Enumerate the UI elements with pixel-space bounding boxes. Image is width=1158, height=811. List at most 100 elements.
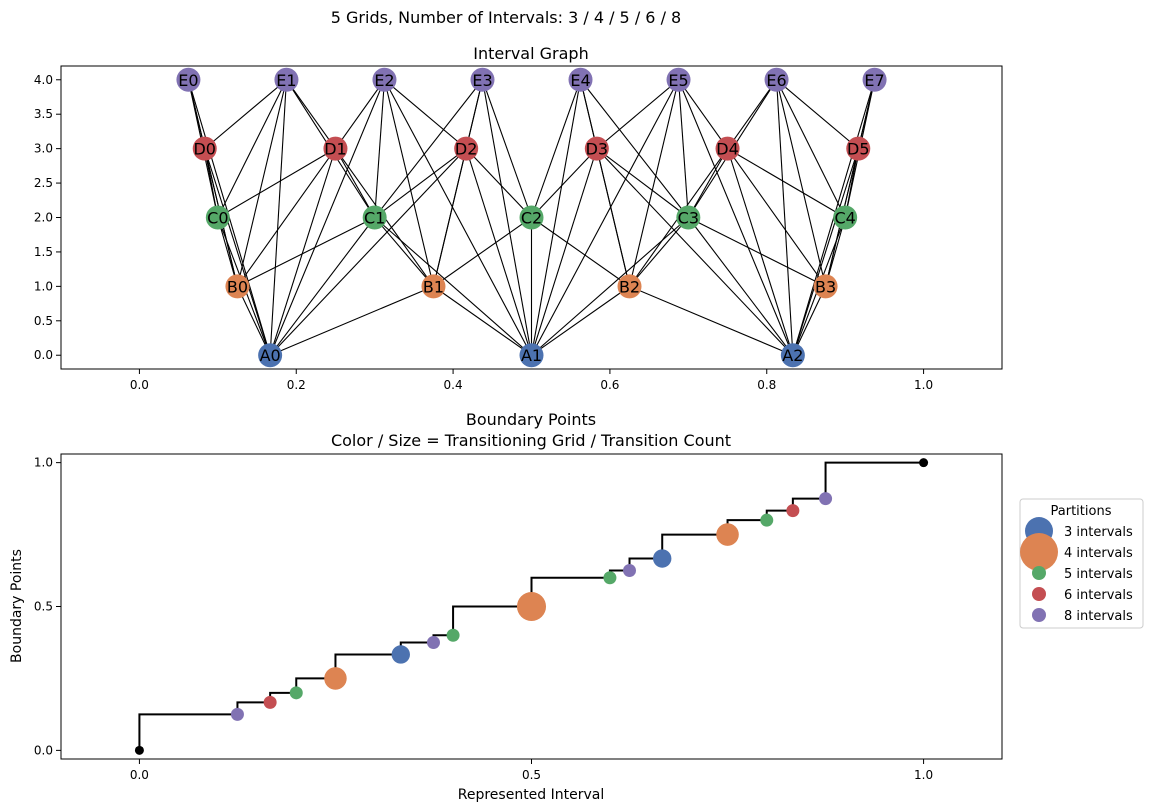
graph-edge-D1-E1 — [285, 79, 336, 149]
graph-node-label-C2: C2 — [521, 209, 542, 228]
boundary-point — [134, 745, 144, 755]
graph-edge-A0-C1 — [269, 217, 376, 356]
graph-edge-C1-E3 — [374, 79, 483, 218]
graph-edge-A2-C3 — [687, 217, 794, 356]
graph-edge-A1-E3 — [481, 79, 533, 356]
interval-graph-chart: Interval Graph A0 A1 A2 B0 B1 B2 B3 C0 C1 C2 C3 C4 D… — [34, 44, 1003, 392]
graph-edges — [187, 79, 876, 356]
boundary-points-x-ticks: 0.0 0.5 1.0 — [130, 759, 933, 782]
graph-edge-A1-E5 — [531, 79, 680, 356]
x-tick-label: 1.0 — [914, 768, 933, 782]
boundary-point — [426, 635, 440, 649]
graph-edge-C1-D2 — [374, 148, 467, 218]
legend-label: 3 intervals — [1064, 525, 1133, 540]
graph-edge-C4-D4 — [727, 148, 846, 218]
y-tick-label: 2.5 — [34, 176, 53, 190]
graph-node-D3 — [584, 136, 609, 161]
graph-edge-B2-C3 — [629, 217, 689, 287]
x-tick-label: 1.0 — [914, 378, 933, 392]
boundary-point — [716, 523, 739, 546]
graph-node-label-E2: E2 — [374, 71, 394, 90]
x-tick-label: 0.5 — [522, 768, 541, 782]
interval-graph-title: Interval Graph — [473, 44, 588, 63]
graph-edge-C3-E4 — [580, 79, 689, 218]
legend-marker-E — [1032, 608, 1046, 622]
boundary-points — [134, 458, 929, 755]
graph-node-label-C4: C4 — [834, 209, 855, 228]
boundary-point — [516, 591, 547, 622]
graph-node-E3 — [470, 67, 495, 92]
graph-edge-A2-E6 — [776, 79, 794, 356]
boundary-point — [391, 645, 410, 664]
graph-edge-A0-E2 — [269, 79, 385, 356]
graph-node-E6 — [764, 67, 789, 92]
boundary-point — [760, 513, 774, 527]
graph-edge-D1-E2 — [335, 79, 385, 149]
graph-node-label-D3: D3 — [586, 140, 609, 159]
graph-node-label-E6: E6 — [766, 71, 786, 90]
graph-edge-B1-E2 — [383, 79, 435, 287]
y-tick-label: 1.0 — [34, 456, 53, 470]
graph-node-E7 — [862, 67, 887, 92]
x-tick-label: 0.0 — [130, 378, 149, 392]
graph-edge-A2-D5 — [792, 148, 859, 356]
graph-edge-D2-E2 — [384, 79, 467, 150]
graph-node-label-D2: D2 — [455, 140, 478, 159]
legend-label: 5 intervals — [1064, 567, 1133, 582]
graph-node-label-C3: C3 — [678, 209, 699, 228]
graph-nodes: A0 A1 A2 B0 B1 B2 B3 C0 C1 C2 C3 C4 D0 D1 D2 D3 D4 D5 E0 E1… — [176, 67, 887, 368]
graph-node-C2 — [519, 205, 544, 230]
graph-edge-A2-E5 — [678, 79, 794, 356]
graph-node-B3 — [813, 274, 838, 299]
legend-marker-B — [1020, 533, 1058, 571]
graph-node-label-C1: C1 — [364, 209, 385, 228]
graph-edge-D5-E6 — [776, 79, 859, 150]
graph-node-label-D1: D1 — [324, 140, 347, 159]
boundary-point — [324, 667, 347, 690]
graph-edge-A1-D3 — [530, 148, 598, 356]
graph-edge-B2-E5 — [628, 79, 680, 287]
graph-node-label-E3: E3 — [472, 71, 492, 90]
y-tick-label: 1.0 — [34, 279, 53, 293]
boundary-points-chart: Boundary Points Color / Size = Transition… — [9, 410, 1003, 803]
graph-edge-C0-D1 — [217, 148, 336, 218]
legend-title: Partitions — [1051, 504, 1112, 519]
graph-edge-A0-D1 — [269, 148, 336, 356]
graph-edge-B3-E6 — [776, 79, 827, 287]
graph-edge-A2-D3 — [596, 148, 794, 356]
graph-edge-C3-D3 — [596, 148, 689, 218]
figure-suptitle: 5 Grids, Number of Intervals: 3 / 4 / 5 … — [331, 8, 681, 27]
graph-edge-C0-E1 — [217, 79, 287, 218]
graph-edge-B1-C1 — [374, 217, 434, 287]
graph-node-B1 — [421, 274, 446, 299]
graph-edge-D4-E6 — [727, 79, 778, 149]
graph-node-label-E4: E4 — [570, 71, 590, 90]
graph-node-C0 — [205, 205, 230, 230]
graph-node-label-B3: B3 — [815, 277, 836, 296]
graph-node-label-B0: B0 — [227, 277, 248, 296]
graph-edge-C1-D1 — [334, 148, 376, 218]
interval-graph-x-ticks: 0.0 0.2 0.4 0.6 0.8 1.0 — [130, 369, 933, 392]
graph-node-label-E7: E7 — [864, 71, 884, 90]
graph-node-E0 — [176, 67, 201, 92]
boundary-point — [919, 458, 929, 468]
graph-node-label-E1: E1 — [276, 71, 296, 90]
graph-edge-A2-B2 — [629, 285, 794, 356]
graph-edge-D0-E1 — [204, 79, 287, 150]
graph-edge-A0-D0 — [204, 148, 271, 356]
x-tick-label: 0.2 — [287, 378, 306, 392]
graph-edge-A1-E2 — [383, 79, 532, 356]
graph-edge-D3-E5 — [596, 79, 679, 150]
graph-edge-C3-D4 — [687, 148, 729, 218]
graph-edge-A0-B1 — [269, 285, 434, 356]
graph-node-D2 — [454, 136, 479, 161]
legend-items: 3 intervals 4 intervals 5 intervals 6 inter… — [1020, 517, 1133, 624]
graph-edge-D4-E5 — [678, 79, 728, 149]
legend-marker-D — [1032, 587, 1046, 601]
legend-label: 4 intervals — [1064, 546, 1133, 561]
graph-node-E5 — [666, 67, 691, 92]
graph-edge-B0-C1 — [237, 217, 375, 287]
graph-node-label-B1: B1 — [423, 277, 444, 296]
boundary-point — [446, 628, 460, 642]
